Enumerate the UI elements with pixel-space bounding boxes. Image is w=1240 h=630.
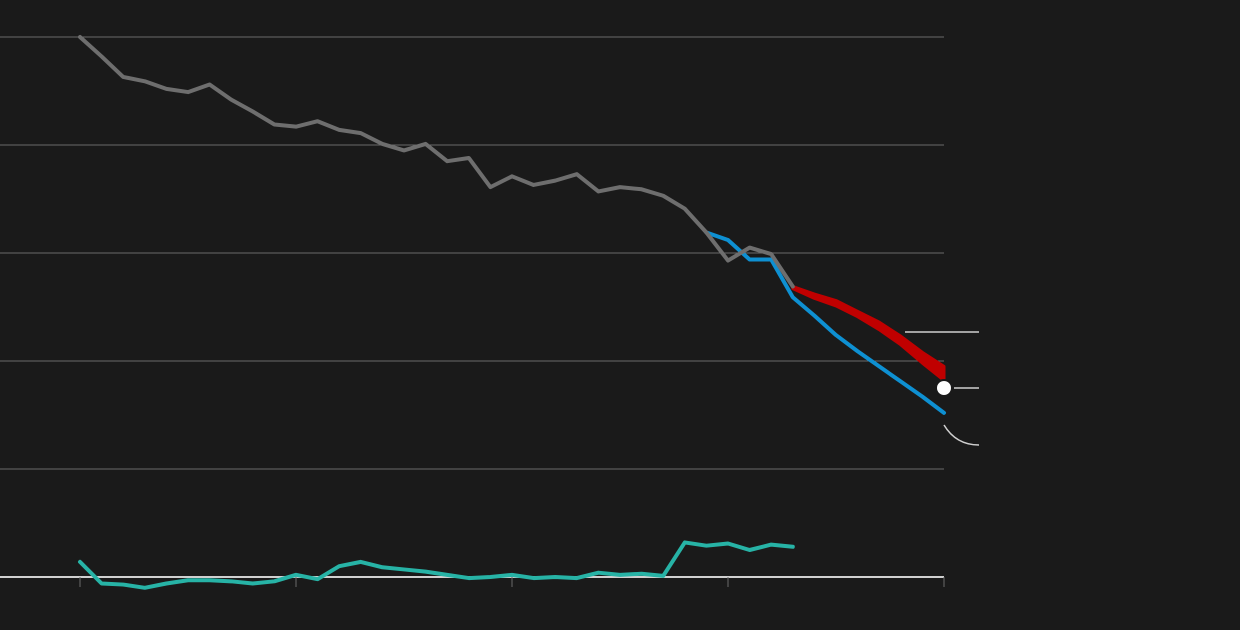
series-line — [704, 230, 946, 415]
series-line — [78, 540, 795, 590]
leader-curve — [943, 424, 980, 446]
marker-dot — [935, 379, 953, 397]
series-line — [78, 35, 795, 289]
